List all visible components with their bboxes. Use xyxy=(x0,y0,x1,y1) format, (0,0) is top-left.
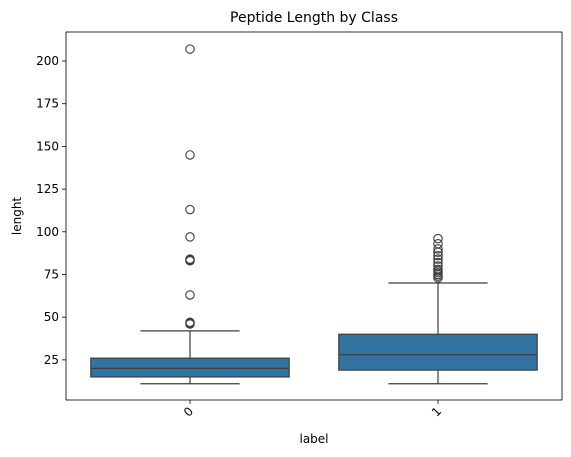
x-axis-label: label xyxy=(299,432,328,446)
outlier-point xyxy=(433,264,443,275)
y-tick-label: 125 xyxy=(36,182,59,196)
iqr-box xyxy=(90,357,290,378)
y-tick-label: 25 xyxy=(44,353,59,367)
plot-area xyxy=(65,31,563,401)
box-group-1 xyxy=(338,233,538,385)
outlier-point xyxy=(185,44,195,54)
outlier-point xyxy=(433,244,443,254)
iqr-box xyxy=(338,333,538,371)
outlier-point xyxy=(185,317,195,328)
y-axis-label: lenght xyxy=(10,197,24,236)
outlier-point xyxy=(185,232,195,242)
outlier-point xyxy=(433,261,443,271)
outlier-point xyxy=(433,233,443,244)
chart-title: Peptide Length by Class xyxy=(230,10,398,26)
plot-frame xyxy=(65,31,563,401)
box-group-0 xyxy=(90,44,290,385)
y-tick-label: 200 xyxy=(36,54,59,68)
y-tick-label: 100 xyxy=(36,225,59,239)
boxes-layer xyxy=(90,44,538,385)
outlier-point xyxy=(185,204,195,215)
y-tick-label: 150 xyxy=(36,139,59,153)
outlier-point xyxy=(185,290,195,300)
outlier-point xyxy=(433,257,443,268)
outlier-point xyxy=(185,254,195,264)
y-tick-label: 175 xyxy=(36,97,59,111)
outlier-point xyxy=(185,150,195,160)
outlier-point xyxy=(433,254,443,264)
x-tick-label: 1 xyxy=(429,404,444,419)
outlier-point xyxy=(433,238,443,249)
x-tick-label: 0 xyxy=(181,404,196,419)
y-tick-label: 75 xyxy=(44,267,59,281)
y-axis: 25 50 75 100 125 150 175 200 xyxy=(36,54,66,367)
y-tick-label: 50 xyxy=(44,310,59,324)
outlier-point xyxy=(433,250,443,261)
